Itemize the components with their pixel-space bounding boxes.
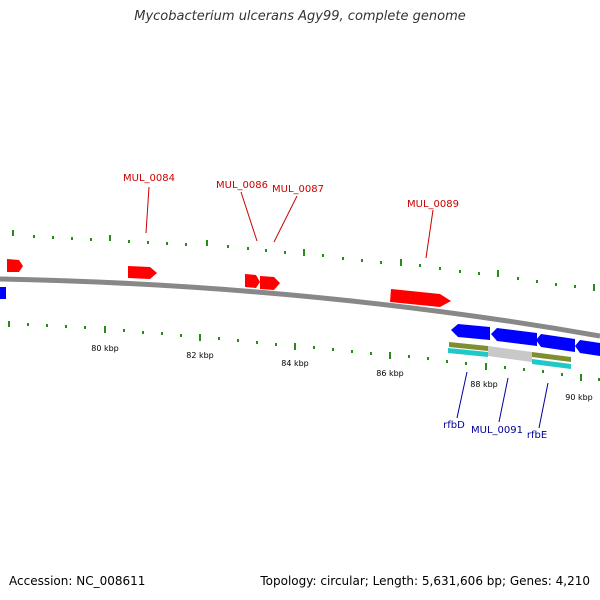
gene-arrow-forward[interactable] (390, 289, 451, 307)
scale-label: 88 kbp (470, 380, 498, 389)
gene-label-top[interactable]: MUL_0084 (123, 173, 175, 184)
feature-track-olive (449, 342, 488, 351)
forward-gene-labels: MUL_0084 MUL_0086 MUL_0087 MUL_0089 (123, 173, 459, 259)
gene-label-bottom[interactable]: rfbE (527, 430, 547, 441)
scale-label: 80 kbp (91, 344, 119, 353)
scale-label: 82 kbp (186, 351, 214, 360)
gene-label-top[interactable]: MUL_0087 (272, 184, 324, 195)
gene-arrow-forward[interactable] (245, 274, 260, 288)
scale-label: 86 kbp (376, 369, 404, 378)
gene-arrow-reverse[interactable] (575, 340, 600, 356)
feature-tracks (448, 342, 571, 369)
label-leader-line (498, 377, 509, 423)
label-leader-line (273, 195, 298, 243)
gene-arrow-reverse[interactable] (491, 328, 537, 346)
forward-gene-track (7, 259, 451, 307)
feature-track-olive (532, 352, 571, 362)
lower-tick-ring (8, 321, 600, 381)
genome-backbone (0, 276, 600, 339)
label-leader-line (456, 371, 468, 419)
scale-label: 90 kbp (565, 393, 593, 402)
reverse-gene-track (0, 287, 600, 356)
gene-label-bottom[interactable]: MUL_0091 (471, 425, 523, 436)
scale-label: 84 kbp (281, 359, 309, 368)
label-leader-line (145, 186, 150, 234)
label-leader-line (538, 382, 549, 429)
gene-arrow-reverse[interactable] (0, 287, 6, 299)
gene-arrow-reverse[interactable] (536, 334, 575, 352)
label-leader-line (240, 191, 258, 242)
map-title: Mycobacterium ulcerans Agy99, complete g… (134, 9, 466, 24)
scale-labels: 80 kbp 82 kbp 84 kbp 86 kbp 88 kbp 90 kb… (91, 344, 593, 402)
gene-label-top[interactable]: MUL_0089 (407, 199, 459, 210)
gene-arrow-forward[interactable] (128, 266, 157, 279)
feature-track-cyan (448, 348, 488, 357)
upper-tick-ring (12, 230, 595, 291)
reverse-gene-labels: rfbD MUL_0091 rfbE (443, 371, 549, 441)
gene-label-top[interactable]: MUL_0086 (216, 180, 268, 191)
label-leader-line (425, 209, 434, 259)
accession-text: Accession: NC_008611 (9, 574, 146, 588)
gene-label-bottom[interactable]: rfbD (443, 420, 465, 431)
gene-arrow-forward[interactable] (7, 259, 23, 272)
gene-arrow-reverse[interactable] (451, 324, 490, 340)
gene-arrow-forward[interactable] (260, 276, 280, 290)
feature-track-cyan (532, 359, 571, 369)
feature-track-gray (488, 346, 532, 362)
topology-text: Topology: circular; Length: 5,631,606 bp… (260, 574, 590, 588)
